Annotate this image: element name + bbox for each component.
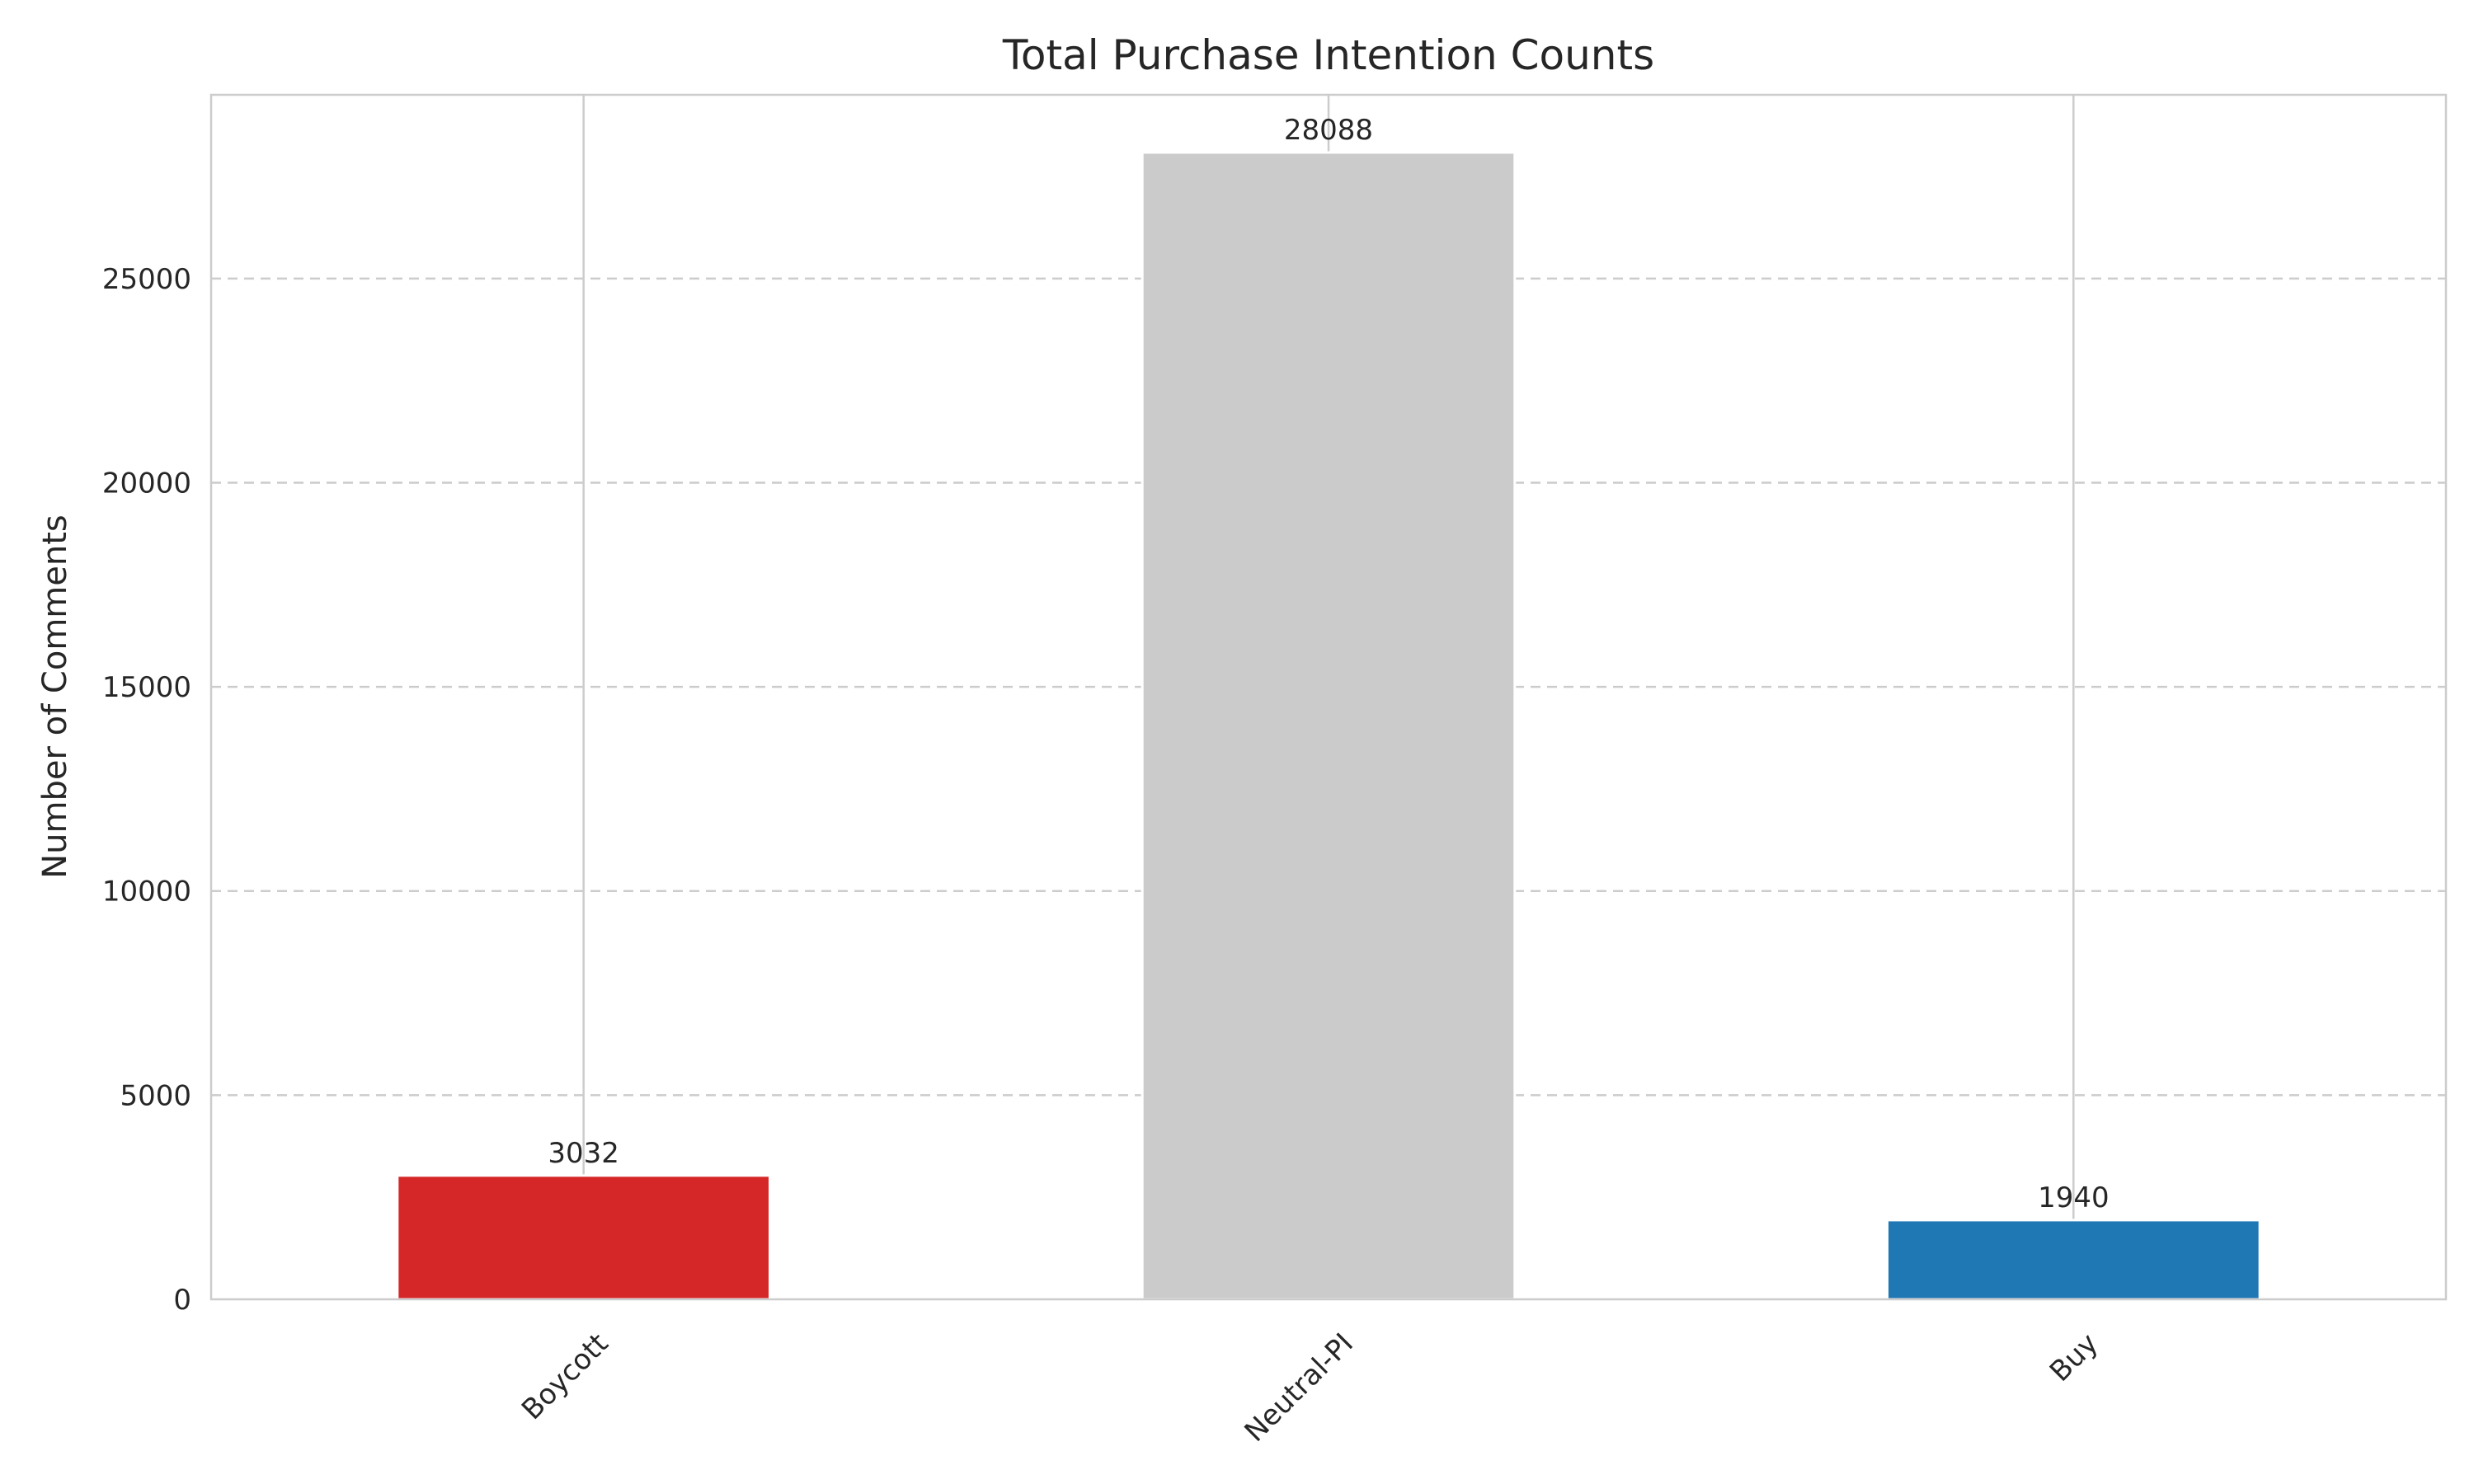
x-tick-label: Boycott bbox=[515, 1327, 614, 1426]
bar-value-label: 3032 bbox=[548, 1137, 619, 1170]
chart-title: Total Purchase Intention Counts bbox=[1002, 31, 1654, 79]
y-axis-ticks: 0 5000 10000 15000 20000 25000 bbox=[102, 263, 191, 1317]
y-tick-label: 25000 bbox=[102, 263, 191, 296]
data-labels: 3032 28088 1940 bbox=[548, 114, 2109, 1214]
x-tick-label: Buy bbox=[2044, 1327, 2105, 1388]
bars bbox=[396, 151, 2261, 1301]
plot-frame bbox=[209, 93, 2448, 1301]
bar-boycott bbox=[396, 1174, 771, 1301]
x-tick-label: Neutral-PI bbox=[1239, 1327, 1360, 1449]
y-tick-label: 20000 bbox=[102, 467, 191, 500]
y-tick-label: 0 bbox=[173, 1284, 191, 1317]
bar-buy bbox=[1886, 1219, 2261, 1301]
y-tick-label: 10000 bbox=[102, 876, 191, 909]
bar-value-label: 28088 bbox=[1284, 114, 1373, 147]
x-axis-ticks: Boycott Neutral-PI Buy bbox=[515, 1327, 2105, 1449]
y-axis-label: Number of Comments bbox=[36, 514, 74, 878]
bar-value-label: 1940 bbox=[2038, 1181, 2109, 1214]
y-tick-label: 15000 bbox=[102, 671, 191, 704]
bar-neutral-pi bbox=[1141, 151, 1517, 1301]
y-tick-label: 5000 bbox=[120, 1079, 191, 1112]
